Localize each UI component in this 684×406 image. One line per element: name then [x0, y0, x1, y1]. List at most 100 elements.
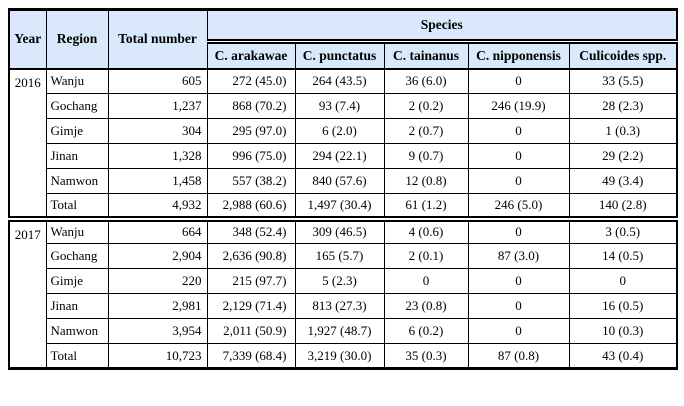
species-value-cell: 0 — [467, 118, 570, 144]
region-cell: Namwon — [45, 318, 109, 344]
species-value-cell: 23 (0.8) — [383, 293, 469, 319]
total-number-cell: 664 — [107, 218, 208, 244]
species-value-cell: 33 (5.5) — [568, 68, 678, 94]
species-value-cell: 61 (1.2) — [383, 193, 469, 222]
species-value-cell: 2 (0.2) — [383, 93, 469, 119]
species-value-cell: 0 — [467, 293, 570, 319]
species-value-cell: 272 (45.0) — [206, 68, 296, 94]
header-species-c-tainanus: C. tainanus — [383, 41, 469, 70]
species-value-cell: 6 (2.0) — [294, 118, 385, 144]
region-cell: Total — [45, 193, 109, 222]
region-cell: Wanju — [45, 68, 109, 94]
region-cell: Gochang — [45, 93, 109, 119]
region-cell: Jinan — [45, 143, 109, 169]
region-cell: Wanju — [45, 218, 109, 244]
species-value-cell: 295 (97.0) — [206, 118, 296, 144]
table-row: 2016 Wanju 605 272 (45.0) 264 (43.5) 36 … — [8, 68, 678, 222]
region-cell: Namwon — [45, 168, 109, 194]
species-value-cell: 36 (6.0) — [383, 68, 469, 94]
table-row: Jinan 2,981 2,129 (71.4) 813 (27.3) 23 (… — [9, 293, 678, 319]
species-value-cell: 12 (0.8) — [383, 168, 469, 194]
header-species-culicoides-spp: Culicoides spp. — [568, 41, 678, 70]
header-species-c-arakawae: C. arakawae — [206, 41, 296, 70]
species-value-cell: 0 — [467, 268, 570, 294]
species-value-cell: 5 (2.3) — [294, 268, 385, 294]
species-value-cell: 0 — [467, 218, 570, 244]
species-value-cell: 309 (46.5) — [294, 218, 385, 244]
total-number-cell: 10,723 — [107, 343, 208, 369]
region-cell: Gimje — [45, 268, 109, 294]
year-cell-2017: 2017 — [8, 218, 47, 369]
total-number-cell: 304 — [107, 118, 208, 144]
header-total-number: Total number — [107, 9, 208, 70]
species-value-cell: 87 (3.0) — [467, 243, 570, 269]
species-value-cell: 49 (3.4) — [568, 168, 678, 194]
header-row-species: C. arakawae C. punctatus C. tainanus C. … — [9, 41, 678, 70]
species-value-cell: 1 (0.3) — [568, 118, 678, 144]
table-row-total: Total 10,723 7,339 (68.4) 3,219 (30.0) 3… — [9, 343, 678, 369]
header-row-top: Year Region Total number Species — [8, 9, 678, 70]
species-value-cell: 246 (19.9) — [467, 93, 570, 119]
species-value-cell: 87 (0.8) — [467, 343, 570, 369]
species-value-cell: 2,129 (71.4) — [206, 293, 296, 319]
total-number-cell: 3,954 — [107, 318, 208, 344]
total-number-cell: 220 — [107, 268, 208, 294]
species-value-cell: 2,011 (50.9) — [206, 318, 296, 344]
species-value-cell: 813 (27.3) — [294, 293, 385, 319]
species-value-cell: 16 (0.5) — [568, 293, 678, 319]
total-number-cell: 2,981 — [107, 293, 208, 319]
species-value-cell: 93 (7.4) — [294, 93, 385, 119]
species-value-cell: 29 (2.2) — [568, 143, 678, 169]
species-value-cell: 294 (22.1) — [294, 143, 385, 169]
species-value-cell: 868 (70.2) — [206, 93, 296, 119]
table-row: Gochang 2,904 2,636 (90.8) 165 (5.7) 2 (… — [9, 243, 678, 269]
region-cell: Total — [45, 343, 109, 369]
species-value-cell: 0 — [383, 268, 469, 294]
table-row: Gimje 220 215 (97.7) 5 (2.3) 0 0 0 — [9, 268, 678, 294]
species-value-cell: 140 (2.8) — [568, 193, 678, 222]
species-value-cell: 4 (0.6) — [383, 218, 469, 244]
header-year: Year — [8, 9, 47, 70]
species-value-cell: 7,339 (68.4) — [206, 343, 296, 369]
table-row: Namwon 3,954 2,011 (50.9) 1,927 (48.7) 6… — [9, 318, 678, 344]
species-count-table: Year Region Total number Species C. arak… — [8, 8, 678, 370]
table-body: 2016 Wanju 605 272 (45.0) 264 (43.5) 36 … — [8, 68, 678, 369]
region-cell: Jinan — [45, 293, 109, 319]
species-value-cell: 264 (43.5) — [294, 68, 385, 94]
species-value-cell: 0 — [467, 318, 570, 344]
total-number-cell: 2,904 — [107, 243, 208, 269]
table-row: Jinan 1,328 996 (75.0) 294 (22.1) 9 (0.7… — [9, 143, 678, 169]
species-value-cell: 2 (0.1) — [383, 243, 469, 269]
total-number-cell: 1,328 — [107, 143, 208, 169]
species-value-cell: 43 (0.4) — [568, 343, 678, 369]
species-value-cell: 0 — [467, 143, 570, 169]
region-cell: Gimje — [45, 118, 109, 144]
species-value-cell: 9 (0.7) — [383, 143, 469, 169]
species-value-cell: 246 (5.0) — [467, 193, 570, 222]
species-value-cell: 1,497 (30.4) — [294, 193, 385, 222]
species-value-cell: 348 (52.4) — [206, 218, 296, 244]
page: Year Region Total number Species C. arak… — [8, 8, 678, 370]
table-row: 2017 Wanju 664 348 (52.4) 309 (46.5) 4 (… — [8, 218, 678, 369]
species-value-cell: 0 — [467, 168, 570, 194]
species-value-cell: 6 (0.2) — [383, 318, 469, 344]
header-region: Region — [45, 9, 109, 70]
table-row: Gimje 304 295 (97.0) 6 (2.0) 2 (0.7) 0 1… — [9, 118, 678, 144]
species-value-cell: 3 (0.5) — [568, 218, 678, 244]
species-value-cell: 0 — [467, 68, 570, 94]
table-header: Year Region Total number Species C. arak… — [8, 9, 678, 70]
species-value-cell: 840 (57.6) — [294, 168, 385, 194]
species-value-cell: 14 (0.5) — [568, 243, 678, 269]
year-cell-2016: 2016 — [8, 68, 47, 222]
total-number-cell: 1,237 — [107, 93, 208, 119]
species-value-cell: 35 (0.3) — [383, 343, 469, 369]
species-value-cell: 2 (0.7) — [383, 118, 469, 144]
header-species-c-nipponensis: C. nipponensis — [467, 41, 570, 70]
table-row: Namwon 1,458 557 (38.2) 840 (57.6) 12 (0… — [9, 168, 678, 194]
table-row-total: Total 4,932 2,988 (60.6) 1,497 (30.4) 61… — [9, 193, 678, 222]
species-value-cell: 2,988 (60.6) — [206, 193, 296, 222]
species-value-cell: 28 (2.3) — [568, 93, 678, 119]
species-value-cell: 10 (0.3) — [568, 318, 678, 344]
species-value-cell: 0 — [568, 268, 678, 294]
table-row: Gochang 1,237 868 (70.2) 93 (7.4) 2 (0.2… — [9, 93, 678, 119]
